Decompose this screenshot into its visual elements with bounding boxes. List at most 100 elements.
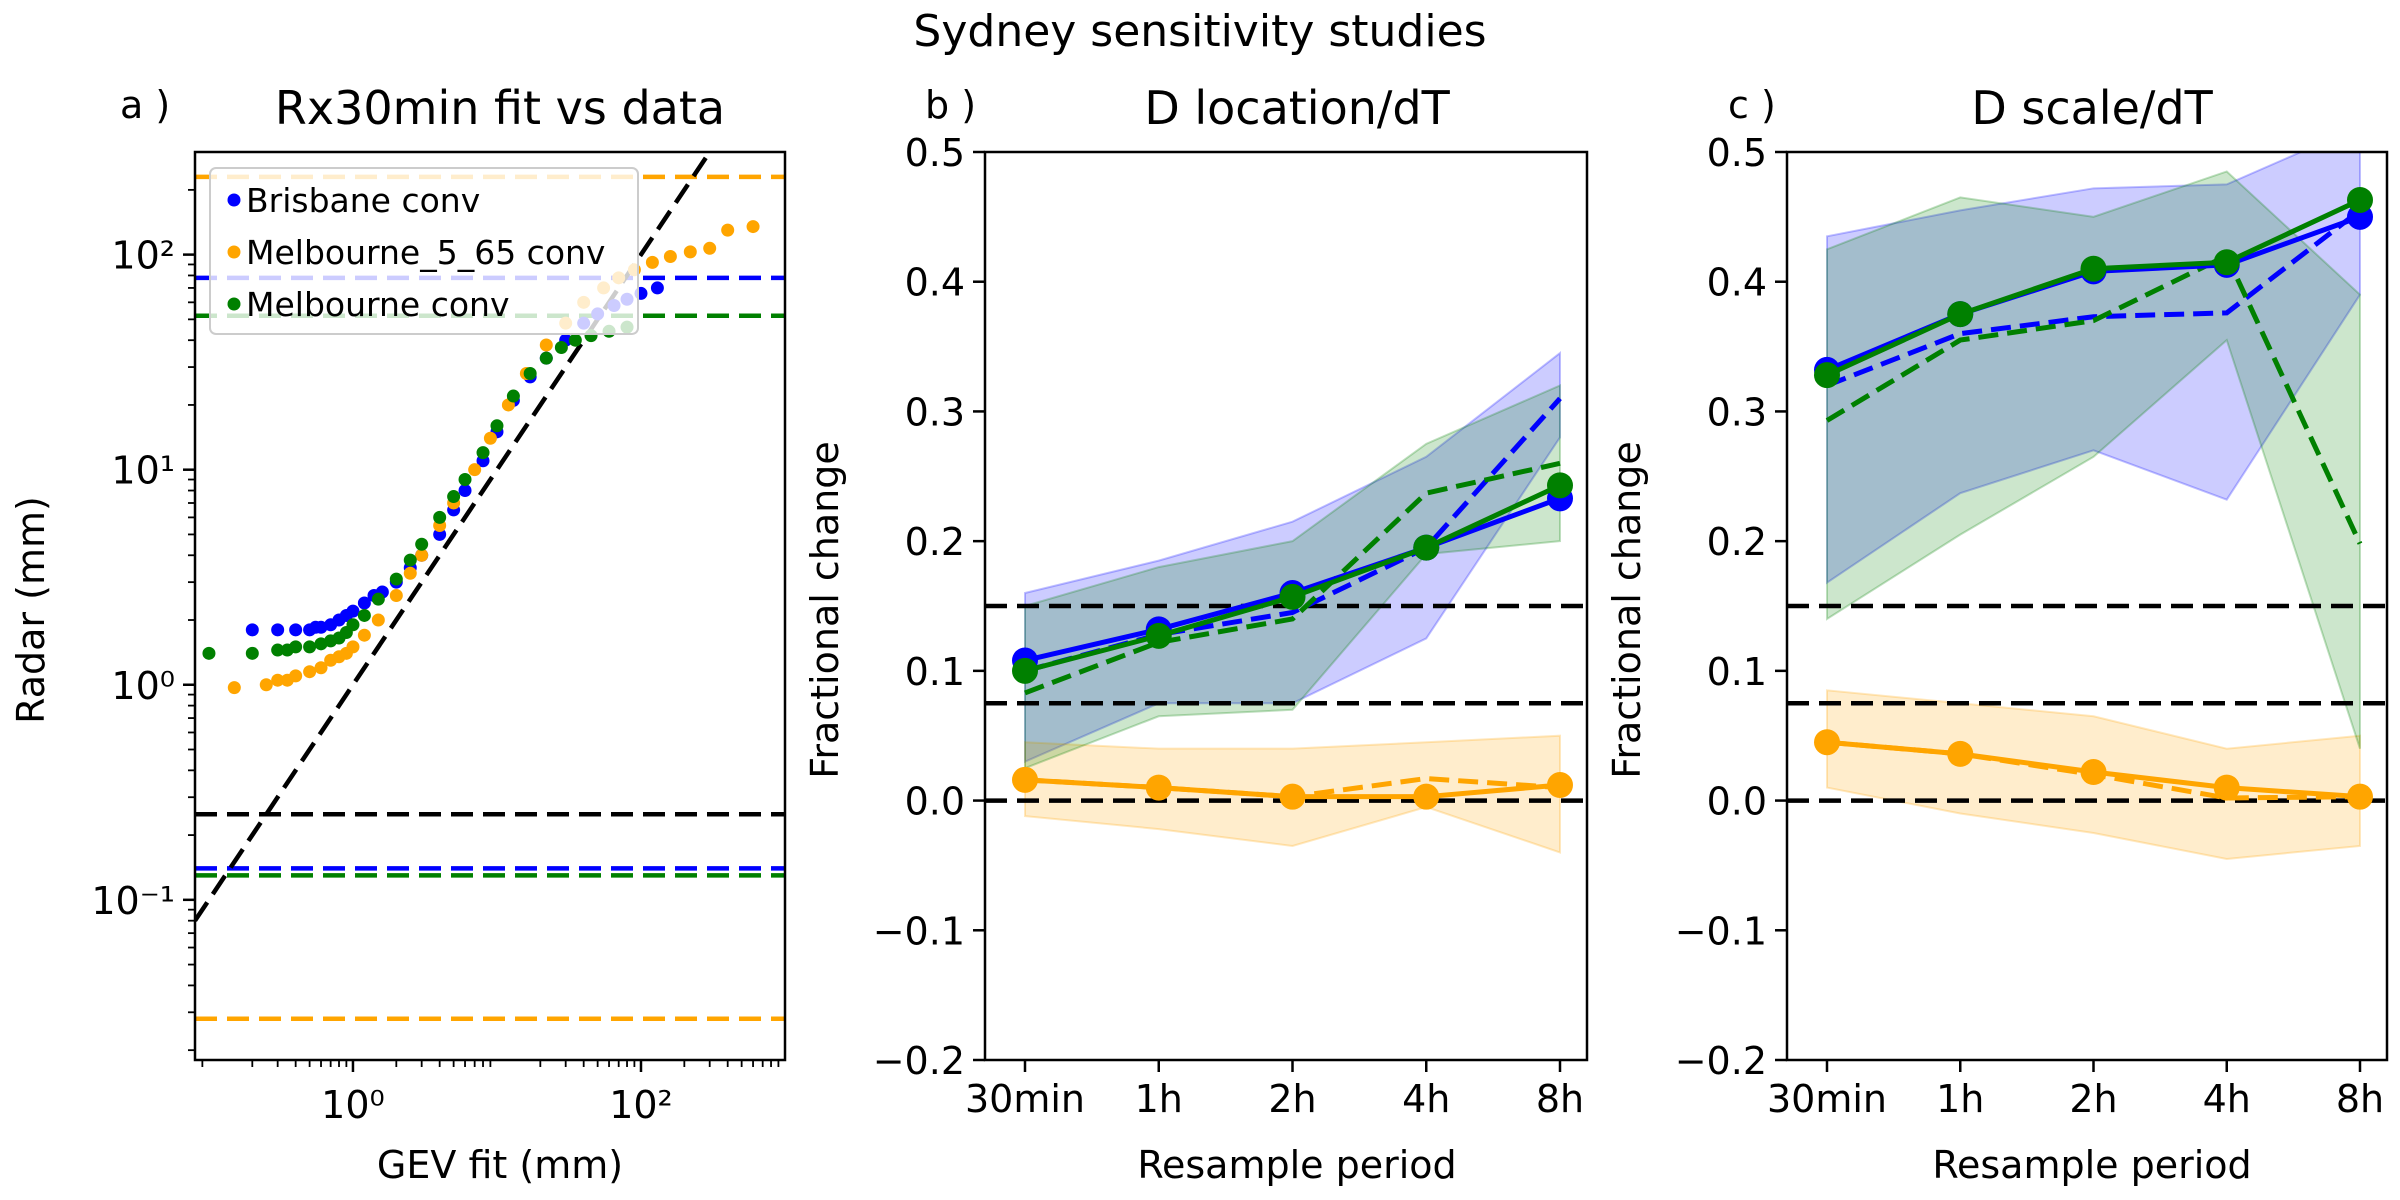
panel-c-plot: −0.2 −0.1 0.0 0.1 0.2 0.3 0.4 0.5 30min 1h 2h 4h 8h bbox=[1675, 131, 2389, 1121]
series-1-point bbox=[539, 338, 553, 352]
series-2-point bbox=[202, 646, 216, 660]
series-2-point bbox=[357, 608, 371, 622]
y-tick-label: −0.2 bbox=[1675, 1039, 1767, 1083]
plot-area bbox=[985, 351, 1587, 854]
series-1-point bbox=[746, 220, 760, 234]
series-0-point bbox=[357, 596, 371, 610]
series-1-point bbox=[703, 241, 717, 255]
x-tick-label: 1h bbox=[1135, 1077, 1183, 1121]
series-1-point bbox=[663, 250, 677, 264]
series-1-point bbox=[227, 681, 241, 695]
series-2-point bbox=[539, 351, 553, 365]
y-tick-label: 10² bbox=[111, 234, 175, 278]
series-2-marker bbox=[1947, 301, 1974, 328]
series-2-marker bbox=[1814, 362, 1840, 389]
panel-b-label: b ) bbox=[925, 83, 976, 127]
series-1-marker bbox=[1279, 783, 1306, 810]
series-2-point bbox=[554, 340, 568, 354]
panel-c-title: D scale/dT bbox=[1971, 81, 2213, 135]
series-2-point bbox=[458, 473, 472, 487]
series-2-marker bbox=[2347, 186, 2373, 213]
legend-marker bbox=[227, 297, 241, 311]
legend-entry: Melbourne conv bbox=[246, 285, 509, 324]
panel-c: c ) D scale/dT Resample period Fractiona… bbox=[1605, 81, 2389, 1187]
series-2-band bbox=[1024, 383, 1561, 770]
series-0-point bbox=[289, 623, 303, 637]
series-0-point bbox=[433, 527, 447, 541]
series-2-point bbox=[303, 640, 317, 654]
panel-c-label: c ) bbox=[1728, 83, 1776, 127]
series-2-point bbox=[403, 553, 417, 567]
x-tick-label: 8h bbox=[2336, 1077, 2384, 1121]
series-1-marker bbox=[1814, 729, 1840, 756]
panel-a-xlabel: GEV fit (mm) bbox=[377, 1143, 623, 1187]
series-0-dashed-line bbox=[1826, 208, 2362, 388]
panel-b-ylabel: Fractional change bbox=[803, 441, 847, 778]
series-1-point bbox=[645, 255, 659, 269]
series-2-point bbox=[568, 333, 582, 347]
series-1-point bbox=[314, 661, 328, 675]
y-tick-label: 0.3 bbox=[1707, 390, 1767, 434]
series-2-point bbox=[506, 389, 520, 403]
y-tick-label: −0.1 bbox=[1675, 909, 1767, 953]
y-tick-label: 0.1 bbox=[905, 650, 965, 694]
series-0-point bbox=[245, 623, 259, 637]
series-1-point bbox=[303, 665, 317, 679]
y-tick-label: 10⁰ bbox=[111, 664, 175, 708]
y-tick-label: 0.2 bbox=[905, 520, 965, 564]
series-2-point bbox=[271, 643, 285, 657]
plot-area bbox=[1787, 152, 2387, 860]
y-tick-label: 0.3 bbox=[905, 390, 965, 434]
legend-marker bbox=[227, 245, 241, 259]
x-tick-label: 10² bbox=[609, 1083, 673, 1127]
series-1-point bbox=[415, 548, 429, 562]
series-2-marker bbox=[1279, 583, 1306, 610]
x-tick-label: 8h bbox=[1536, 1077, 1584, 1121]
y-tick-label: 10⁻¹ bbox=[91, 879, 175, 923]
legend-marker bbox=[227, 193, 241, 207]
series-1-marker bbox=[1413, 783, 1440, 810]
series-2-point bbox=[371, 592, 385, 606]
panel-b-title: D location/dT bbox=[1144, 81, 1450, 135]
y-tick-label: 10¹ bbox=[111, 449, 175, 493]
panel-a-ylabel: Radar (mm) bbox=[9, 496, 53, 724]
x-tick-label: 4h bbox=[2203, 1077, 2251, 1121]
panel-b-plot: −0.2 −0.1 0.0 0.1 0.2 0.3 0.4 0.5 30min 1h 2h 4h 8h bbox=[873, 131, 1589, 1121]
series-0-band bbox=[1024, 351, 1561, 764]
panel-a: a ) Rx30min fit vs data GEV fit (mm) Rad… bbox=[9, 81, 787, 1187]
series-2-point bbox=[476, 446, 490, 460]
series-2-point bbox=[389, 572, 403, 586]
series-2-marker bbox=[1413, 534, 1440, 561]
series-2-marker bbox=[2213, 249, 2240, 276]
series-2-point bbox=[289, 640, 303, 654]
series-2-dashed-line bbox=[1825, 252, 2363, 545]
panel-a-title: Rx30min fit vs data bbox=[275, 81, 725, 135]
series-2-point bbox=[415, 537, 429, 551]
y-tick-label: 0.4 bbox=[905, 261, 965, 305]
y-tick-label: 0.5 bbox=[905, 131, 965, 175]
series-2-marker bbox=[1145, 622, 1172, 649]
x-tick-label: 30min bbox=[1767, 1077, 1887, 1121]
x-tick-label: 1h bbox=[1936, 1077, 1984, 1121]
series-2-point bbox=[346, 618, 360, 632]
series-1-marker bbox=[1012, 766, 1038, 793]
series-0-point bbox=[271, 623, 285, 637]
panel-a-plot: 10⁰ 10² 10⁻¹ 10⁰ 10¹ 10² Brisbane conv Melbourn… bbox=[91, 150, 787, 1127]
panel-b-xlabel: Resample period bbox=[1137, 1143, 1456, 1187]
legend: Brisbane conv Melbourne_5_65 conv Melbourn… bbox=[209, 167, 639, 335]
panel-c-ylabel: Fractional change bbox=[1605, 441, 1649, 778]
series-2-marker bbox=[1547, 472, 1573, 499]
series-2-point bbox=[245, 646, 259, 660]
series-0-point bbox=[346, 604, 360, 618]
y-tick-label: 0.0 bbox=[905, 780, 965, 824]
x-tick-label: 30min bbox=[965, 1077, 1085, 1121]
series-2-marker bbox=[1012, 657, 1038, 684]
series-1-point bbox=[683, 245, 697, 259]
series-2-point bbox=[447, 490, 461, 504]
series-2-point bbox=[433, 510, 447, 524]
legend-entry: Melbourne_5_65 conv bbox=[246, 233, 605, 272]
series-1-marker bbox=[1947, 740, 1974, 767]
series-1-marker bbox=[2213, 774, 2240, 801]
series-2-dashed-line bbox=[1024, 460, 1561, 696]
y-tick-label: 0.1 bbox=[1707, 650, 1767, 694]
